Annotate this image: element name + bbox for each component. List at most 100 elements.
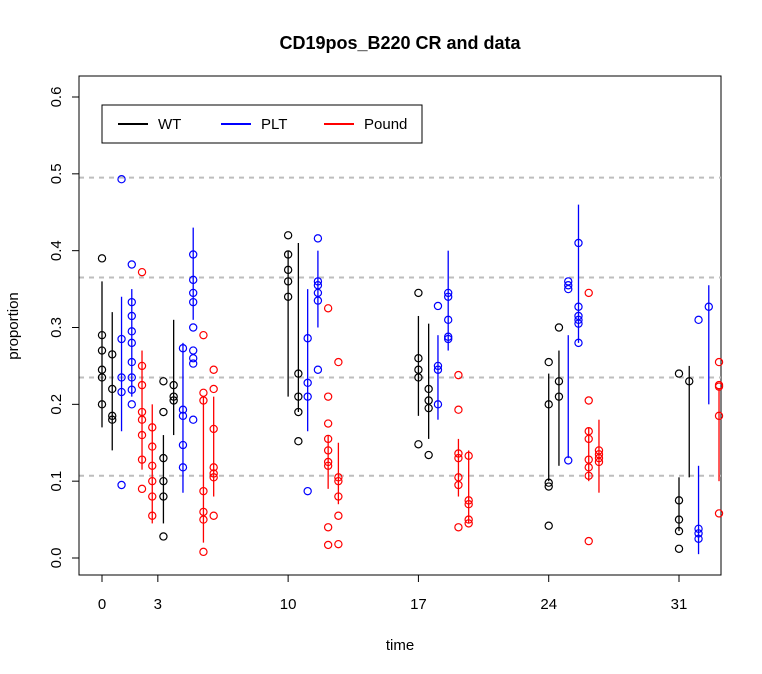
data-point — [189, 354, 198, 363]
data-point — [454, 370, 463, 380]
legend-items: WT PLT Pound — [118, 116, 407, 133]
data-point — [323, 446, 333, 455]
data-point — [169, 396, 178, 405]
data-point — [584, 288, 593, 298]
data-point — [127, 297, 136, 307]
data-point — [323, 419, 333, 428]
data-point — [544, 521, 553, 530]
legend-label: PLT — [261, 116, 287, 133]
data-point — [433, 301, 443, 311]
data-point — [574, 238, 583, 248]
data-point — [189, 250, 198, 259]
data-point — [294, 392, 303, 401]
y-tick-label: 0.3 — [48, 317, 65, 338]
data-point — [209, 424, 218, 434]
data-point — [148, 461, 157, 470]
data-point — [414, 440, 423, 449]
data-point — [323, 304, 333, 313]
data-point — [554, 323, 564, 332]
data-point — [424, 450, 433, 460]
data-point — [554, 377, 564, 386]
data-point — [117, 387, 126, 397]
y-axis-label: proportion — [5, 292, 22, 360]
data-point — [464, 519, 473, 528]
data-point — [137, 484, 147, 494]
x-axis-label: time — [386, 637, 414, 654]
data-point — [97, 254, 107, 263]
data-point — [97, 373, 107, 382]
y-axis: 0.0 0.1 0.2 0.3 0.4 0.5 0.6 — [48, 87, 80, 569]
data-point — [189, 415, 198, 424]
data-point — [454, 480, 463, 490]
data-point — [127, 357, 136, 367]
data-point — [127, 400, 136, 409]
data-point — [148, 492, 157, 501]
data-point — [137, 430, 147, 440]
data-point — [159, 532, 168, 541]
data-point — [148, 442, 157, 451]
data-point — [189, 297, 198, 307]
x-tick-label: 10 — [280, 596, 297, 613]
data-point — [433, 400, 443, 409]
data-point — [564, 284, 573, 294]
data-point — [294, 437, 303, 446]
data-point — [117, 175, 126, 184]
data-point — [127, 327, 136, 336]
data-point — [127, 385, 136, 394]
y-tick-label: 0.5 — [48, 163, 65, 184]
data-point — [283, 277, 293, 286]
y-tick-label: 0.4 — [48, 240, 65, 261]
data-point — [189, 275, 198, 285]
data-point — [694, 529, 703, 538]
data-point — [209, 463, 218, 472]
data-point — [117, 334, 126, 344]
data-point — [464, 500, 473, 509]
data-point — [127, 373, 136, 382]
x-tick-label: 17 — [410, 596, 427, 613]
series-wt — [97, 231, 694, 553]
data-point — [117, 480, 126, 490]
series-pound — [137, 267, 724, 557]
data-point — [714, 411, 724, 421]
data-point — [159, 407, 168, 417]
legend-label: Pound — [364, 116, 407, 133]
data-point — [323, 523, 333, 532]
data-point — [714, 509, 724, 518]
data-point — [444, 332, 453, 341]
data-point — [313, 234, 323, 243]
data-point — [685, 377, 694, 386]
data-point — [414, 354, 423, 363]
y-tick-label: 0.0 — [48, 548, 65, 569]
y-tick-label: 0.6 — [48, 87, 65, 108]
x-tick-label: 3 — [154, 596, 162, 613]
data-point — [178, 463, 188, 472]
data-point — [714, 382, 724, 391]
data-point — [178, 411, 188, 421]
data-point — [209, 365, 218, 374]
x-tick-label: 0 — [98, 596, 106, 613]
reference-lines — [79, 176, 721, 477]
data-point — [444, 288, 453, 298]
data-point — [424, 384, 433, 394]
data-point — [674, 369, 684, 378]
data-point — [574, 319, 583, 328]
data-point — [714, 357, 724, 367]
data-point — [159, 377, 168, 386]
data-point — [178, 344, 188, 353]
data-point — [169, 392, 178, 401]
data-point — [303, 334, 312, 343]
data-point — [127, 338, 136, 348]
data-point — [159, 453, 168, 463]
y-tick-label: 0.2 — [48, 394, 65, 415]
data-point — [97, 346, 107, 355]
data-point — [464, 451, 473, 461]
x-tick-label: 31 — [671, 596, 688, 613]
data-point — [694, 315, 703, 325]
data-point — [313, 277, 323, 286]
data-point — [564, 456, 573, 465]
data-point — [148, 511, 157, 520]
data-point — [209, 473, 218, 482]
data-point — [178, 405, 188, 414]
data-point — [159, 476, 168, 486]
